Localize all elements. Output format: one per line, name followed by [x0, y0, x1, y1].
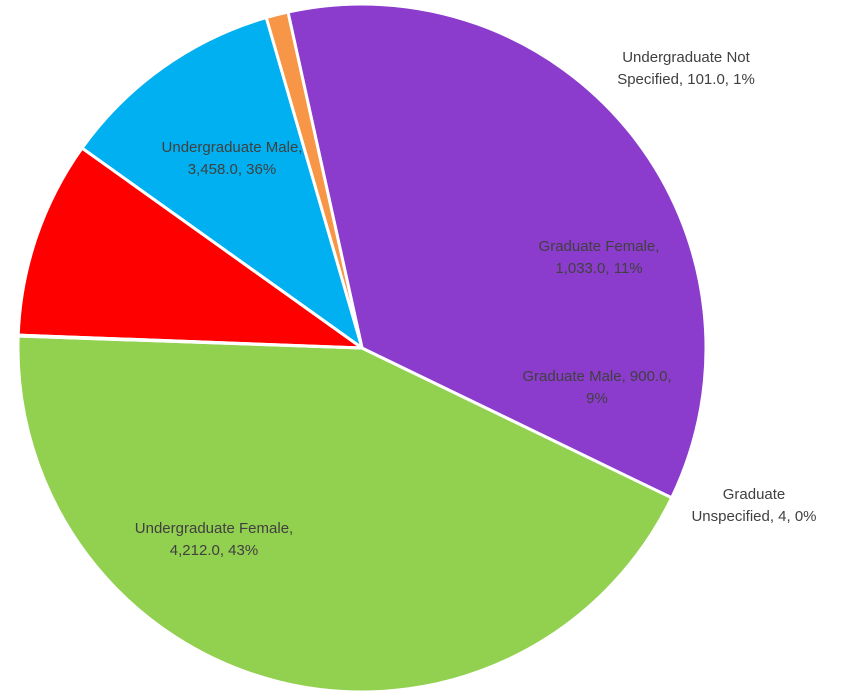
data-label-line: Undergraduate Female,	[135, 520, 293, 537]
data-label-line: 9%	[586, 390, 608, 407]
data-label-graduate-female: Graduate Female, 1,033.0, 11%	[539, 238, 660, 277]
data-label-line: Undergraduate Male,	[162, 139, 303, 156]
data-label-graduate-unspecified: Graduate Unspecified, 4, 0%	[691, 486, 816, 525]
data-label-undergraduate-female: Undergraduate Female, 4,212.0, 43%	[135, 520, 293, 559]
data-label-line: Undergraduate Not	[622, 49, 750, 66]
data-label-line: 4,212.0, 43%	[170, 542, 258, 559]
data-label-line: 3,458.0, 36%	[188, 161, 276, 178]
pie-slice-graduate-female	[80, 16, 364, 350]
pie-slice-graduate-unspecified	[16, 333, 364, 350]
data-label-line: Graduate	[723, 486, 786, 503]
data-label-graduate-male: Graduate Male, 900.0, 9%	[522, 368, 671, 407]
data-label-undergraduate-male: Undergraduate Male, 3,458.0, 36%	[162, 139, 303, 178]
pie-labels: Undergraduate Female, 4,212.0, 43%Undergr…	[135, 49, 817, 559]
pie-slice-undergraduate-male	[286, 2, 708, 500]
data-label-line: Graduate Female,	[539, 238, 660, 255]
data-label-line: Unspecified, 4, 0%	[691, 508, 816, 525]
data-label-line: 1,033.0, 11%	[555, 260, 642, 277]
pie-slices	[16, 2, 708, 694]
pie-slice-undergraduate-female	[16, 334, 674, 694]
pie-slice-graduate-male	[16, 146, 364, 350]
data-label-line: Graduate Male, 900.0,	[522, 368, 671, 385]
data-label-line: Specified, 101.0, 1%	[617, 71, 755, 88]
data-label-undergraduate-not-specified: Undergraduate Not Specified, 101.0, 1%	[617, 49, 755, 88]
